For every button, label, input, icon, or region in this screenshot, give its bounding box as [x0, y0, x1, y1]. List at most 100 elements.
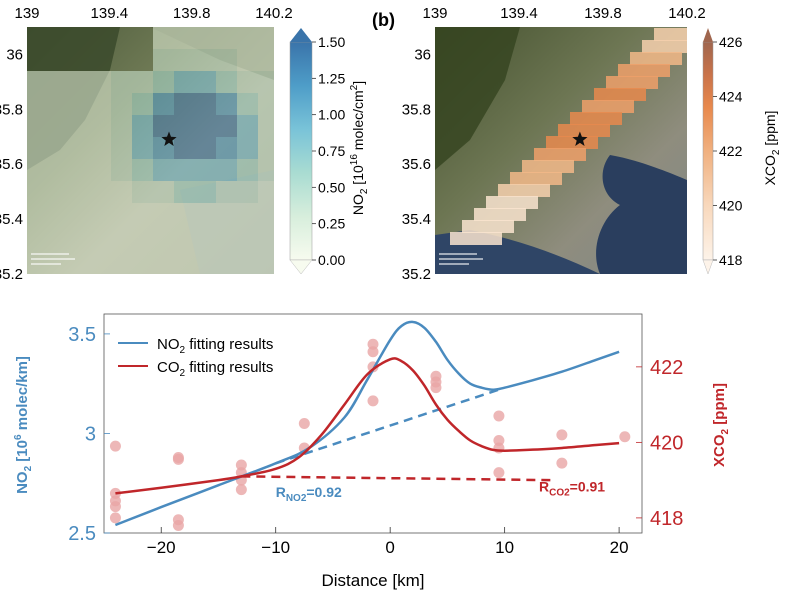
co2-scatter-point	[298, 418, 310, 429]
no2-grid-cell	[153, 93, 174, 115]
no2-grid-cell	[111, 159, 132, 181]
no2-grid-cell	[237, 159, 258, 181]
colorbar-tick-label: 426	[719, 34, 743, 50]
xco2-grid-cell	[669, 52, 682, 65]
co2-scatter-point	[556, 457, 568, 469]
no2-grid-cell	[237, 115, 258, 137]
xco2-grid-cell	[546, 136, 559, 149]
x-axis-label: Distance [km]	[322, 571, 425, 590]
y-axis-left-label: NO2 [106 molec/km]	[13, 356, 34, 494]
no2-grid-cell	[153, 247, 174, 269]
no2-grid-cell	[237, 247, 258, 269]
no2-grid-cell	[216, 247, 237, 269]
colorbar-tick-label: 418	[719, 252, 743, 268]
panel-b-map	[435, 27, 687, 274]
no2-grid-cell	[153, 203, 174, 225]
xco2-grid-cell	[489, 232, 502, 245]
xco2-grid-cell	[596, 112, 609, 125]
xco2-grid-cell	[668, 40, 681, 53]
xco2-grid-cell	[476, 232, 489, 245]
map-y-tick-label: 35.8	[402, 101, 431, 118]
colorbar-tick-label: 1.25	[318, 70, 345, 86]
xco2-grid-cell	[560, 148, 573, 161]
co2-scatter-points	[109, 338, 631, 531]
no2-grid-cell	[111, 247, 132, 269]
xco2-grid-cell	[571, 124, 584, 137]
no2-grid-cell	[174, 159, 195, 181]
xco2-grid-cell	[594, 88, 607, 101]
no2-grid-cell	[216, 203, 237, 225]
no2-fit-line	[114, 320, 620, 527]
no2-grid-cell	[195, 115, 216, 137]
xco2-grid-cell	[630, 52, 643, 65]
no2-grid-cell	[258, 93, 274, 115]
no2-grid-cell	[195, 93, 216, 115]
colorbar-no2-label: NO2 [1016 molec/cm2]	[349, 81, 370, 215]
no2-grid-cell	[69, 181, 90, 203]
map-y-tick-label: 35.4	[402, 211, 431, 228]
no2-grid-cell	[69, 115, 90, 137]
xco2-grid-cell	[548, 160, 561, 173]
no2-grid-cell	[48, 71, 69, 93]
no2-grid-cell	[90, 203, 111, 225]
map-x-tick-label: 139.8	[584, 5, 622, 22]
xco2-grid-cell	[450, 232, 463, 245]
xco2-grid-cell	[655, 40, 668, 53]
co2-scatter-point	[430, 382, 442, 394]
colorbar-tick-label: 424	[719, 89, 743, 105]
colorbar-tick-label: 0.75	[318, 143, 345, 159]
no2-grid-cell	[132, 225, 153, 247]
xco2-grid-cell	[645, 76, 658, 89]
xco2-grid-cell	[681, 40, 687, 53]
star-marker-b	[572, 131, 588, 146]
xco2-grid-cell	[559, 136, 572, 149]
no2-grid-cell	[69, 93, 90, 115]
no2-grid-cell	[69, 225, 90, 247]
colorbar-tick-label: 420	[719, 198, 743, 214]
no2-grid-cell	[111, 137, 132, 159]
no2-grid-cell	[111, 71, 132, 93]
no2-grid-cell	[237, 137, 258, 159]
xco2-grid-cell	[606, 76, 619, 89]
no2-grid-cell	[69, 203, 90, 225]
no2-grid-cell	[174, 225, 195, 247]
map-y-tick-label: 35.6	[0, 156, 23, 173]
no2-grid-cell	[132, 115, 153, 137]
panel-b-map-credit	[439, 253, 483, 265]
colorbar-tick-label: 0.25	[318, 216, 345, 232]
colorbar-tick-label: 1.00	[318, 107, 345, 123]
no2-grid-cell	[174, 49, 195, 71]
no2-grid-cell	[27, 137, 48, 159]
xco2-grid-cell	[535, 160, 548, 173]
no2-grid-cell	[132, 203, 153, 225]
no2-grid-cell	[153, 71, 174, 93]
no2-grid-cell	[27, 115, 48, 137]
no2-grid-cell	[237, 203, 258, 225]
co2-scatter-point	[367, 395, 379, 407]
co2-scatter-point	[493, 410, 505, 422]
no2-grid-cell	[153, 269, 174, 274]
no2-grid-cell	[48, 269, 69, 274]
map-x-tick-label: 139.4	[91, 5, 129, 22]
no2-grid-cell	[153, 225, 174, 247]
no2-grid-cell	[48, 93, 69, 115]
no2-grid-cell	[90, 71, 111, 93]
no2-grid-cell	[174, 247, 195, 269]
xco2-grid-cell	[607, 88, 620, 101]
no2-grid-cell	[174, 269, 195, 274]
xco2-grid-cell	[498, 184, 511, 197]
no2-grid-cell	[195, 71, 216, 93]
no2-grid-cell	[153, 181, 174, 203]
no2-grid-cell	[27, 93, 48, 115]
co2-scatter-point	[556, 429, 568, 441]
no2-grid-cell	[216, 159, 237, 181]
no2-grid-cell	[111, 225, 132, 247]
no2-grid-cell	[195, 49, 216, 71]
colorbar-xco2: 426 424 422 420 418 XCO2 [ppm]	[702, 28, 782, 275]
colorbar-tick-label: 1.50	[318, 34, 345, 50]
no2-grid-cell	[174, 181, 195, 203]
no2-grid-cell	[258, 71, 274, 93]
xco2-grid-cell	[585, 136, 598, 149]
co2-scatter-point	[109, 512, 121, 524]
no2-grid-cell	[216, 137, 237, 159]
